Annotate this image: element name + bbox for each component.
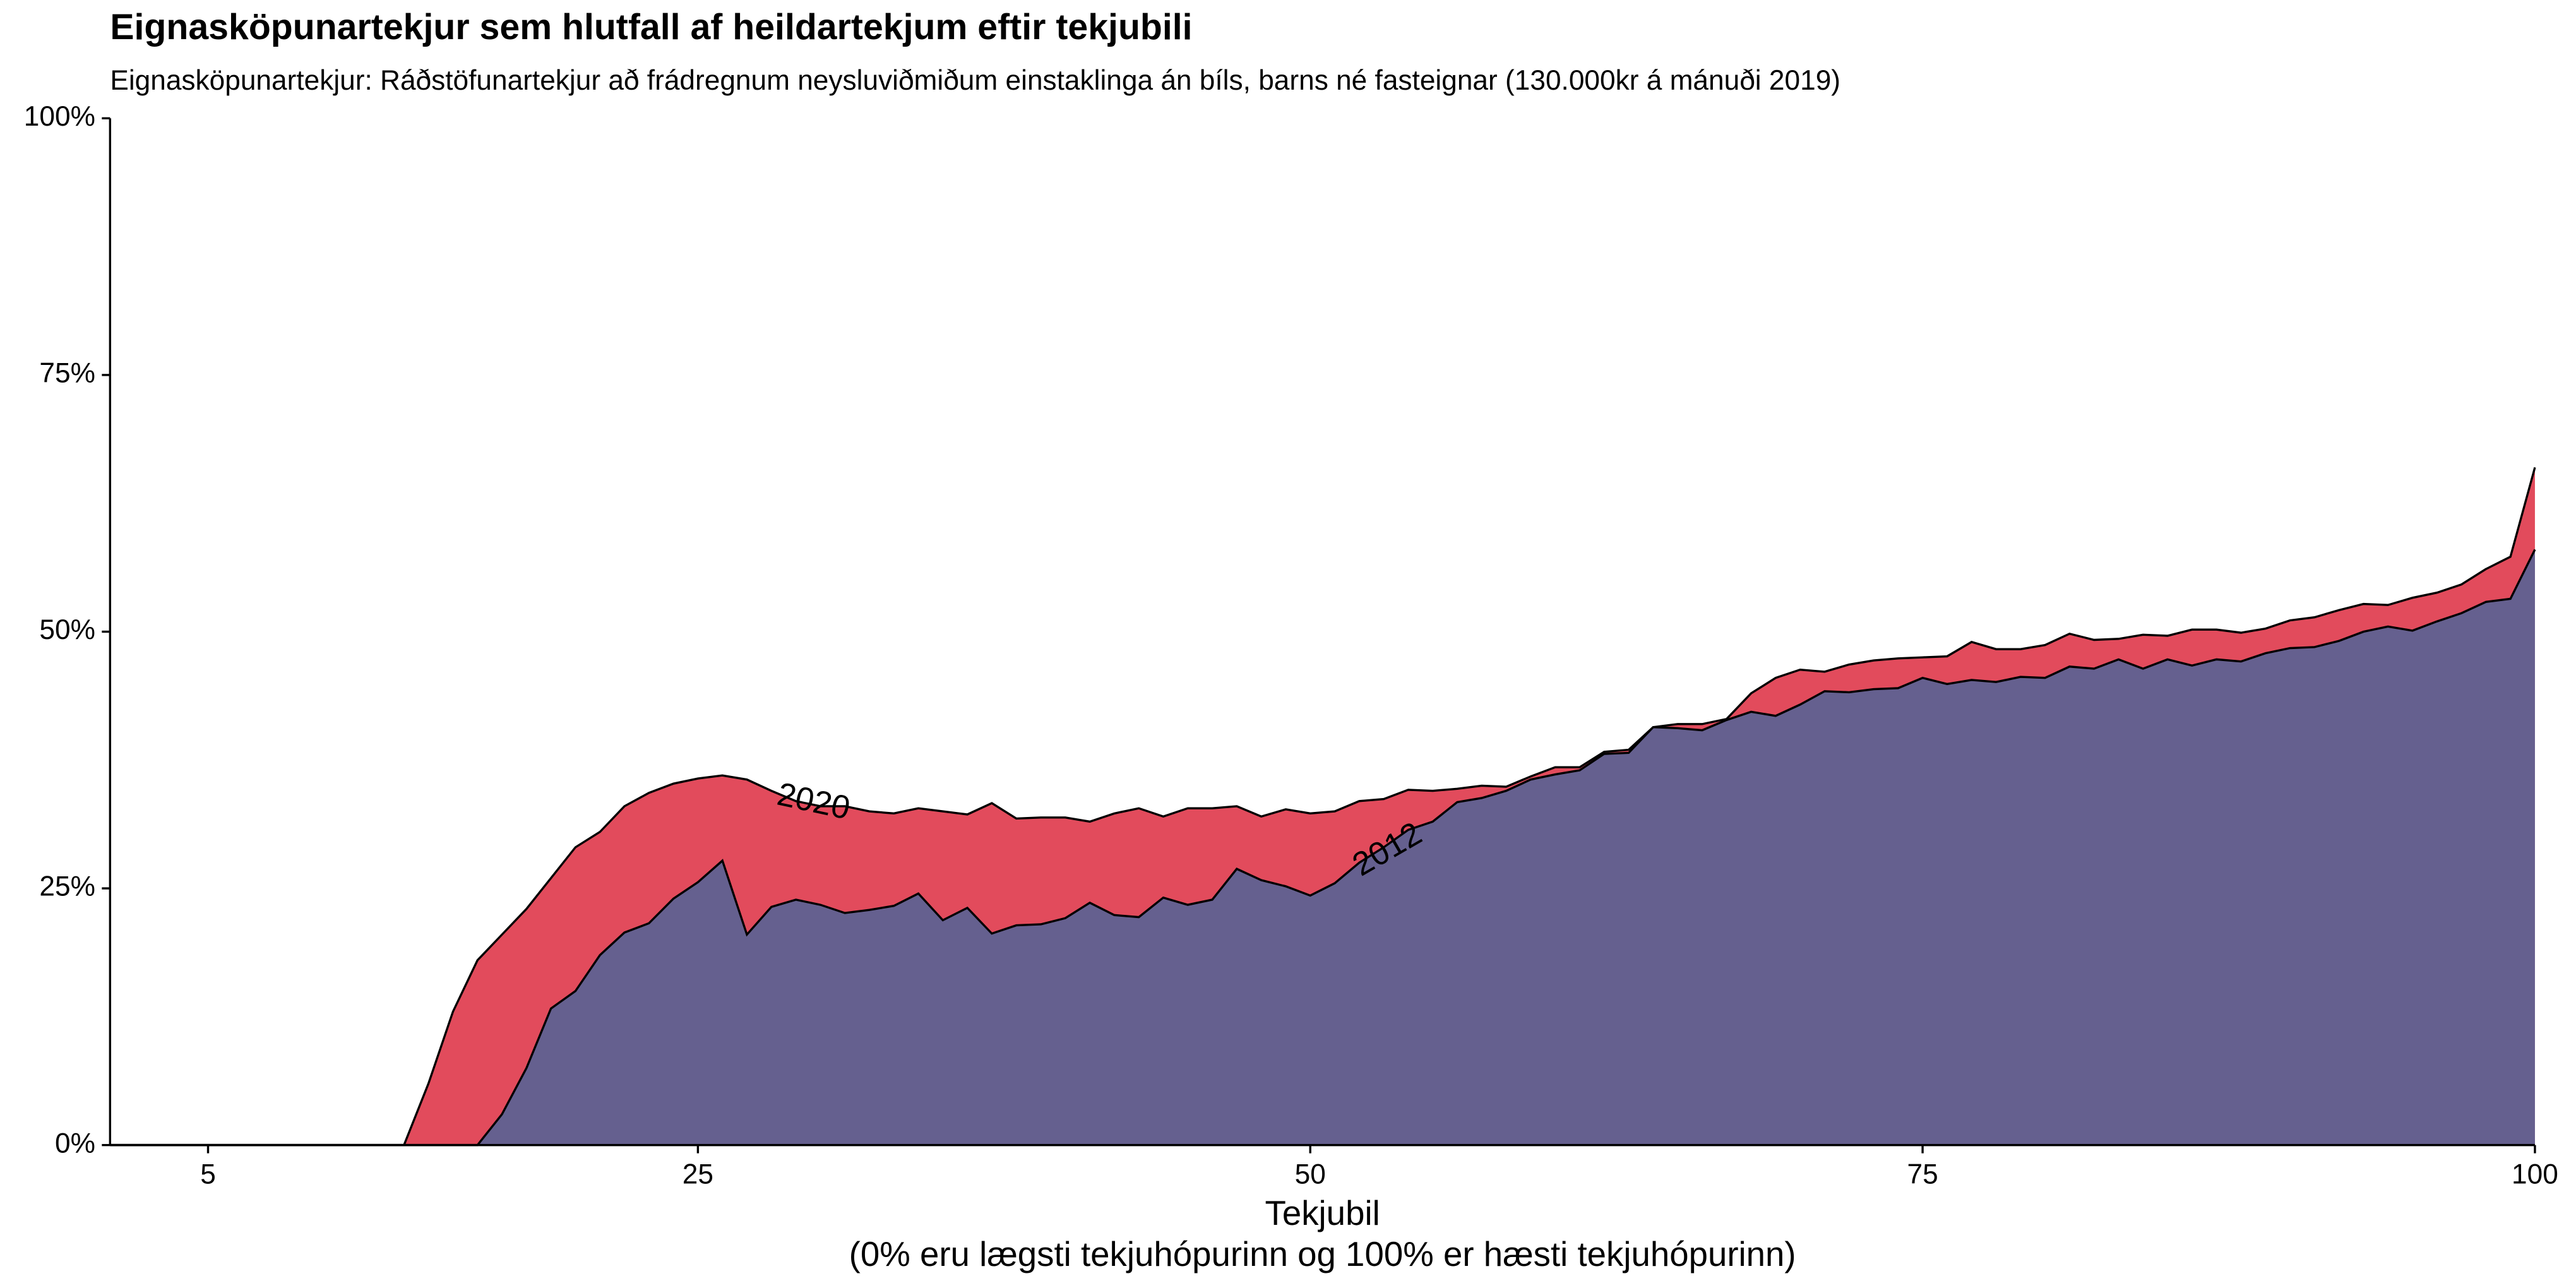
x-axis-subtitle: (0% eru lægsti tekjuhópurinn og 100% er … (849, 1235, 1796, 1273)
chart-subtitle: Eignasköpunartekjur: Ráðstöfunartekjur a… (110, 65, 1840, 96)
chart-title: Eignasköpunartekjur sem hlutfall af heil… (110, 7, 1192, 47)
x-tick-label: 25 (683, 1159, 713, 1190)
area-line (110, 549, 2536, 1147)
x-axis-title: Tekjubil (1265, 1194, 1380, 1232)
area-fill (110, 549, 2535, 1145)
x-tick-label: 50 (1295, 1159, 1326, 1190)
y-tick-label: 100% (24, 101, 95, 132)
x-tick-label: 5 (200, 1159, 216, 1190)
y-tick-label: 25% (39, 871, 95, 902)
x-tick-label: 100 (2512, 1159, 2558, 1190)
y-tick-label: 75% (39, 358, 95, 389)
y-tick-label: 50% (39, 614, 95, 645)
y-tick-label: 0% (55, 1128, 95, 1159)
area-line (110, 467, 2536, 1147)
x-tick-label: 75 (1907, 1159, 1938, 1190)
